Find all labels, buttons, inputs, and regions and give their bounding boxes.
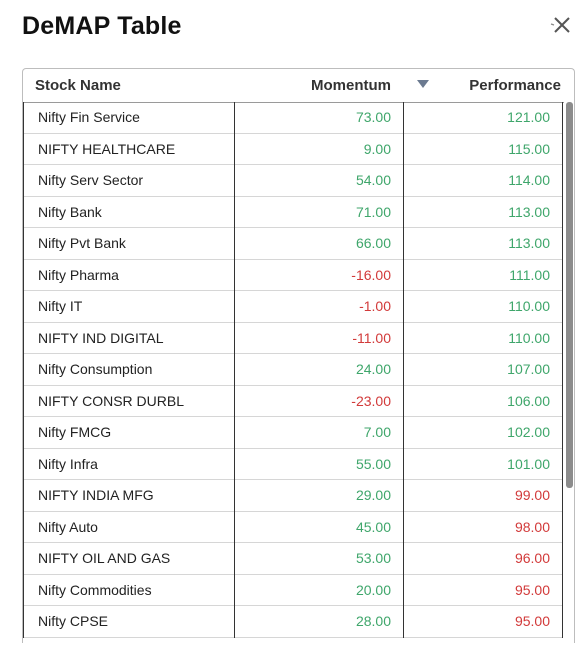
performance-cell: 114.00 bbox=[404, 165, 563, 197]
table-row[interactable]: Nifty Commodities 20.00 95.00 bbox=[23, 574, 563, 606]
stock-name-cell: Nifty Fin Service bbox=[23, 102, 235, 134]
performance-cell: 113.00 bbox=[404, 196, 563, 228]
performance-cell: 121.00 bbox=[404, 102, 563, 134]
performance-cell: 95.00 bbox=[404, 606, 563, 638]
performance-cell: 106.00 bbox=[404, 385, 563, 417]
table-row[interactable]: NIFTY OIL AND GAS 53.00 96.00 bbox=[23, 543, 563, 575]
performance-cell: 95.00 bbox=[404, 574, 563, 606]
performance-cell: 107.00 bbox=[404, 354, 563, 386]
stock-name-cell: NIFTY OIL AND GAS bbox=[23, 543, 235, 575]
table-row[interactable]: Nifty IT -1.00 110.00 bbox=[23, 291, 563, 323]
table-row[interactable]: Nifty FMCG 7.00 102.00 bbox=[23, 417, 563, 449]
column-header-performance[interactable]: Performance bbox=[469, 77, 561, 94]
momentum-cell: 53.00 bbox=[235, 543, 404, 575]
table-row[interactable]: Nifty Fin Service 73.00 121.00 bbox=[23, 102, 563, 134]
table-row[interactable]: Nifty Bank 71.00 113.00 bbox=[23, 196, 563, 228]
column-header-stock-name[interactable]: Stock Name bbox=[35, 77, 121, 94]
stock-name-cell: NIFTY IND DIGITAL bbox=[23, 322, 235, 354]
momentum-cell: 45.00 bbox=[235, 511, 404, 543]
momentum-cell: 9.00 bbox=[235, 133, 404, 165]
sort-descending-icon[interactable] bbox=[417, 80, 429, 88]
performance-cell: 99.00 bbox=[404, 480, 563, 512]
table-row[interactable]: NIFTY CONSR DURBL -23.00 106.00 bbox=[23, 385, 563, 417]
stock-name-cell: NIFTY HEALTHCARE bbox=[23, 133, 235, 165]
momentum-cell: 24.00 bbox=[235, 354, 404, 386]
performance-cell: 110.00 bbox=[404, 322, 563, 354]
stock-name-cell: Nifty Serv Sector bbox=[23, 165, 235, 197]
table-row[interactable]: Nifty Auto 45.00 98.00 bbox=[23, 511, 563, 543]
momentum-cell: -23.00 bbox=[235, 385, 404, 417]
momentum-cell: 54.00 bbox=[235, 165, 404, 197]
performance-cell: 96.00 bbox=[404, 543, 563, 575]
stock-name-cell: Nifty Auto bbox=[23, 511, 235, 543]
performance-cell: 115.00 bbox=[404, 133, 563, 165]
demap-table: Stock Name Momentum Performance Nifty Fi… bbox=[22, 68, 575, 643]
momentum-cell: 7.00 bbox=[235, 417, 404, 449]
vertical-scrollbar[interactable] bbox=[564, 102, 574, 643]
performance-cell: 111.00 bbox=[404, 259, 563, 291]
table-row[interactable]: NIFTY HEALTHCARE 9.00 115.00 bbox=[23, 133, 563, 165]
momentum-cell: 71.00 bbox=[235, 196, 404, 228]
close-button[interactable] bbox=[549, 13, 573, 37]
momentum-cell: 66.00 bbox=[235, 228, 404, 260]
table-row[interactable]: NIFTY INDIA MFG 29.00 99.00 bbox=[23, 480, 563, 512]
momentum-cell: 73.00 bbox=[235, 102, 404, 134]
table-row[interactable]: Nifty Serv Sector 54.00 114.00 bbox=[23, 165, 563, 197]
stock-name-cell: NIFTY CONSR DURBL bbox=[23, 385, 235, 417]
performance-cell: 101.00 bbox=[404, 448, 563, 480]
table-row[interactable]: Nifty Consumption 24.00 107.00 bbox=[23, 354, 563, 386]
momentum-cell: 29.00 bbox=[235, 480, 404, 512]
momentum-cell: 55.00 bbox=[235, 448, 404, 480]
dialog-title: DeMAP Table bbox=[22, 12, 182, 40]
momentum-cell: -1.00 bbox=[235, 291, 404, 323]
stock-name-cell: Nifty CPSE bbox=[23, 606, 235, 638]
column-header-momentum[interactable]: Momentum bbox=[311, 77, 391, 94]
momentum-cell: 20.00 bbox=[235, 574, 404, 606]
momentum-cell: -16.00 bbox=[235, 259, 404, 291]
performance-cell: 102.00 bbox=[404, 417, 563, 449]
stock-name-cell: Nifty Infra bbox=[23, 448, 235, 480]
scrollbar-thumb[interactable] bbox=[566, 102, 573, 488]
performance-cell: 113.00 bbox=[404, 228, 563, 260]
stock-name-cell: Nifty Commodities bbox=[23, 574, 235, 606]
table-header: Stock Name Momentum Performance bbox=[23, 69, 574, 103]
performance-cell: 110.00 bbox=[404, 291, 563, 323]
performance-cell: 98.00 bbox=[404, 511, 563, 543]
table-row[interactable]: Nifty Pvt Bank 66.00 113.00 bbox=[23, 228, 563, 260]
stock-name-cell: NIFTY INDIA MFG bbox=[23, 480, 235, 512]
stock-name-cell: Nifty Bank bbox=[23, 196, 235, 228]
momentum-cell: -11.00 bbox=[235, 322, 404, 354]
stock-name-cell: Nifty Pvt Bank bbox=[23, 228, 235, 260]
stock-name-cell: Nifty IT bbox=[23, 291, 235, 323]
table-row[interactable]: Nifty Infra 55.00 101.00 bbox=[23, 448, 563, 480]
close-icon bbox=[550, 17, 570, 33]
stock-name-cell: Nifty Consumption bbox=[23, 354, 235, 386]
stock-name-cell: Nifty FMCG bbox=[23, 417, 235, 449]
table-row[interactable]: Nifty CPSE 28.00 95.00 bbox=[23, 606, 563, 638]
table-row[interactable]: Nifty Pharma -16.00 111.00 bbox=[23, 259, 563, 291]
table-row[interactable]: NIFTY IND DIGITAL -11.00 110.00 bbox=[23, 322, 563, 354]
stock-name-cell: Nifty Pharma bbox=[23, 259, 235, 291]
momentum-cell: 28.00 bbox=[235, 606, 404, 638]
table-body: Nifty Fin Service 73.00 121.00 NIFTY HEALTH… bbox=[23, 102, 563, 643]
